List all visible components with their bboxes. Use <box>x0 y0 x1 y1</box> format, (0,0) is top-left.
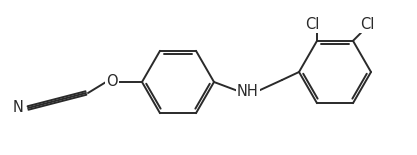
Text: NH: NH <box>237 84 259 98</box>
Text: Cl: Cl <box>305 17 319 32</box>
Text: N: N <box>13 100 23 115</box>
Text: O: O <box>106 75 118 89</box>
Text: Cl: Cl <box>360 17 374 32</box>
